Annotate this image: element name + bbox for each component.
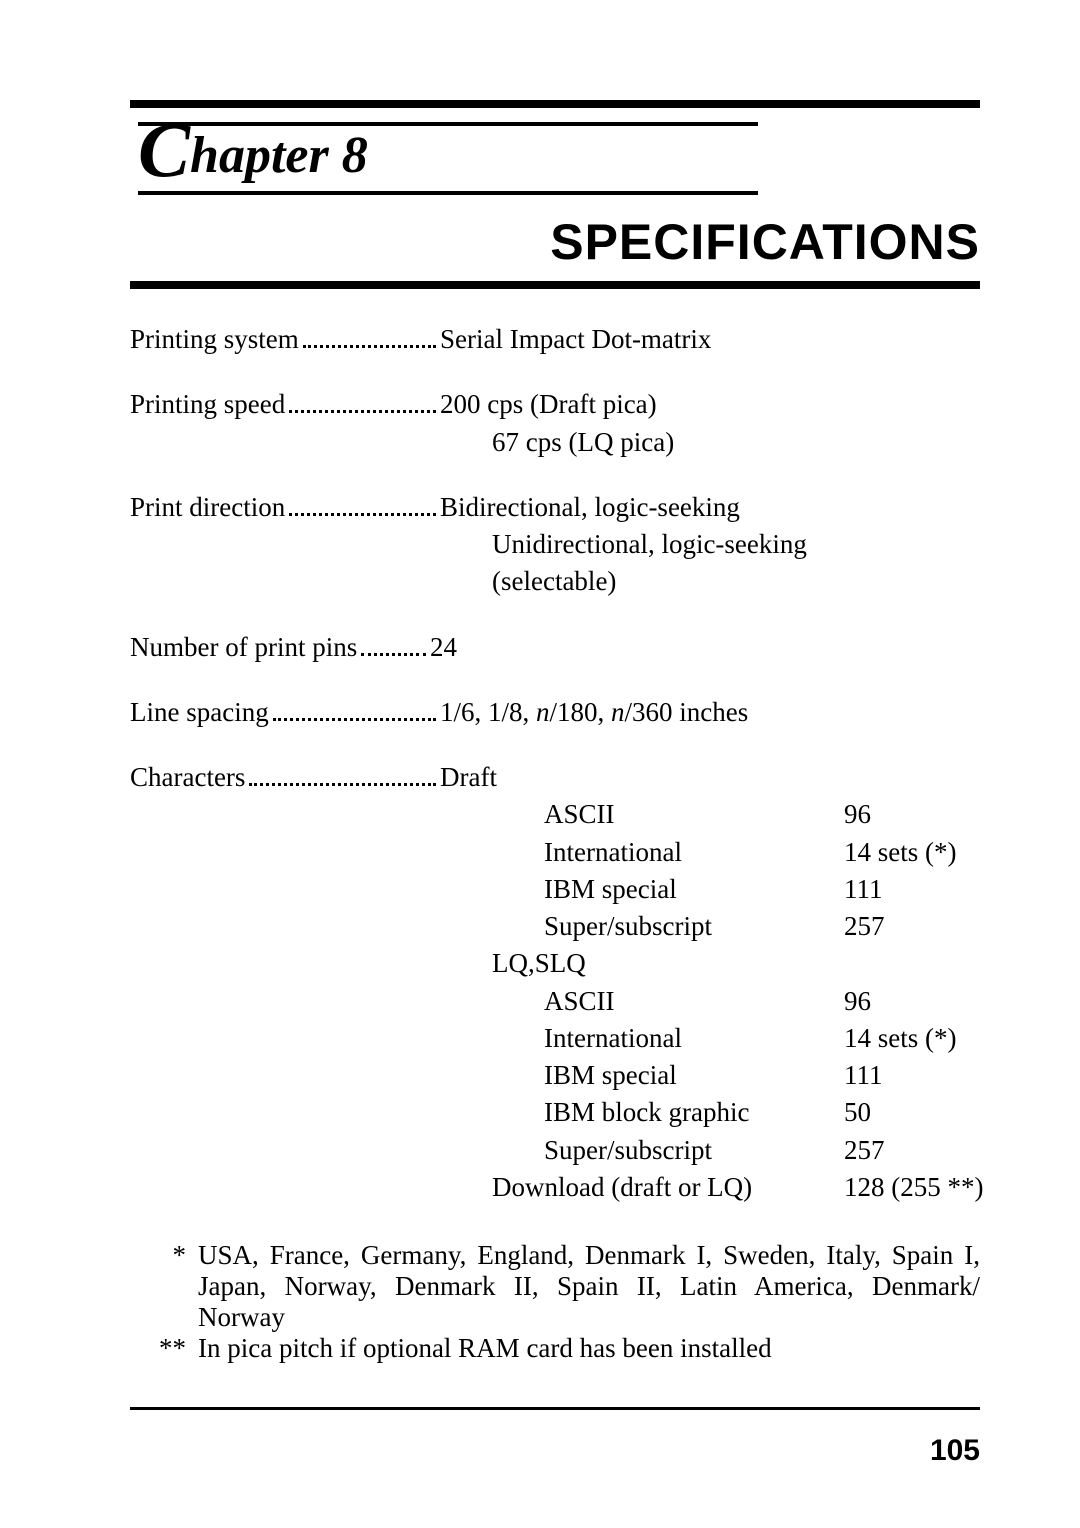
- page-heading: SPECIFICATIONS: [130, 213, 980, 271]
- char-val: 257: [844, 1132, 983, 1169]
- chapter-title: Chapter 8: [138, 126, 980, 185]
- char-val: 14 sets (*): [844, 834, 983, 871]
- leader-dots: [273, 696, 436, 721]
- char-name: Super/subscript: [544, 1132, 844, 1169]
- page-number: 105: [930, 1434, 980, 1468]
- footnote-mark: *: [130, 1240, 198, 1333]
- footnote-text: USA, France, Germany, England, Denmark I…: [198, 1240, 980, 1333]
- spec-label: Print direction: [130, 489, 285, 526]
- footnote: ** In pica pitch if optional RAM card ha…: [130, 1333, 980, 1364]
- spec-print-direction: Print direction Bidirectional, logic-see…: [130, 489, 980, 601]
- page: Chapter 8 SPECIFICATIONS Printing system…: [0, 0, 1080, 1528]
- spec-value: Bidirectional, logic-seeking: [440, 489, 980, 526]
- char-val: 50: [844, 1094, 983, 1131]
- chapter-dropcap: C: [138, 106, 190, 193]
- char-val: 257: [844, 908, 983, 945]
- spec-print-pins: Number of print pins 24: [130, 629, 980, 666]
- spec-label: Printing system: [130, 321, 299, 358]
- leader-dots: [303, 323, 436, 348]
- spec-label: Line spacing: [130, 694, 269, 731]
- heading-rule: [130, 281, 980, 289]
- char-val: 128 (255 **): [844, 1169, 983, 1206]
- char-name: ASCII: [544, 796, 844, 833]
- top-rule: [130, 100, 980, 108]
- spec-value: Draft: [440, 759, 980, 796]
- char-val: 14 sets (*): [844, 1020, 983, 1057]
- spec-label: Characters: [130, 759, 245, 796]
- spec-value: 24: [430, 629, 980, 666]
- spec-value: 200 cps (Draft pica): [440, 386, 980, 423]
- char-val: 96: [844, 983, 983, 1020]
- char-name: IBM block graphic: [544, 1094, 844, 1131]
- chapter-title-rest: hapter 8: [190, 127, 368, 184]
- footnote-text: In pica pitch if optional RAM card has b…: [198, 1333, 980, 1364]
- char-name: IBM special: [544, 871, 844, 908]
- spec-label: Number of print pins: [130, 629, 357, 666]
- char-table-draft: ASCII96 International14 sets (*) IBM spe…: [492, 796, 980, 1206]
- char-name: IBM special: [544, 1057, 844, 1094]
- footnote: * USA, France, Germany, England, Denmark…: [130, 1240, 980, 1333]
- leader-dots: [289, 389, 436, 414]
- text: /360 inches: [625, 697, 749, 727]
- chapter-underline: [138, 191, 758, 195]
- footer-rule: [130, 1407, 980, 1410]
- text: 1/6, 1/8,: [440, 697, 536, 727]
- italic-n: n: [611, 697, 625, 727]
- spec-value: 1/6, 1/8, n/180, n/360 inches: [440, 694, 980, 731]
- char-name: International: [544, 1020, 844, 1057]
- spec-body: Printing system Serial Impact Dot-matrix…: [130, 321, 980, 1206]
- italic-n: n: [536, 697, 550, 727]
- spec-value: Serial Impact Dot-matrix: [440, 321, 980, 358]
- char-val: 111: [844, 1057, 983, 1094]
- char-group: LQ,SLQ: [492, 945, 983, 982]
- spec-line-spacing: Line spacing 1/6, 1/8, n/180, n/360 inch…: [130, 694, 980, 731]
- chapter-heading: Chapter 8: [130, 122, 980, 195]
- spec-label: Printing speed: [130, 386, 285, 423]
- spec-value: (selectable): [130, 563, 980, 600]
- leader-dots: [249, 761, 436, 786]
- spec-value: 67 cps (LQ pica): [130, 424, 980, 461]
- char-name: International: [544, 834, 844, 871]
- spec-characters: Characters Draft ASCII96 International14…: [130, 759, 980, 1206]
- footnote-mark: **: [130, 1333, 198, 1364]
- char-name: ASCII: [544, 983, 844, 1020]
- footnotes: * USA, France, Germany, England, Denmark…: [130, 1240, 980, 1364]
- leader-dots: [289, 491, 436, 516]
- text: /180,: [550, 697, 612, 727]
- char-val: 96: [844, 796, 983, 833]
- spec-printing-speed: Printing speed 200 cps (Draft pica) 67 c…: [130, 386, 980, 461]
- char-name: Super/subscript: [544, 908, 844, 945]
- char-val: 111: [844, 871, 983, 908]
- leader-dots: [361, 631, 426, 656]
- char-name: Download (draft or LQ): [492, 1169, 844, 1206]
- spec-printing-system: Printing system Serial Impact Dot-matrix: [130, 321, 980, 358]
- spec-value: Unidirectional, logic-seeking: [130, 526, 980, 563]
